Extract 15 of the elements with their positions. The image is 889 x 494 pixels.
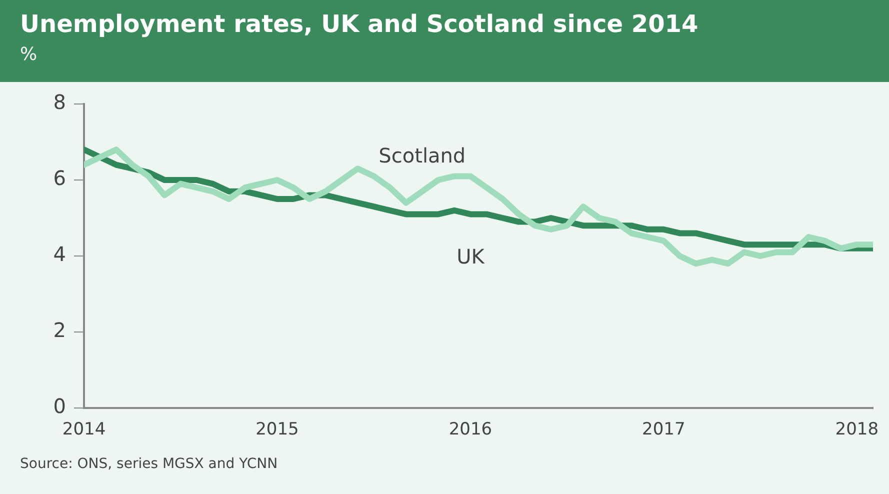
series-label: UK [456,244,486,268]
y-tick-label: 2 [53,318,66,342]
y-tick-label: 8 [53,90,66,114]
x-tick-label: 2017 [642,420,686,440]
x-tick-label: 2014 [62,420,106,440]
chart-title: Unemployment rates, UK and Scotland since 2014 [20,9,700,38]
y-tick-label: 6 [53,166,66,190]
series-label: Scotland [378,144,466,168]
x-tick-label: 2015 [256,420,299,440]
y-tick-label: 4 [53,242,66,266]
x-tick-label: 2018 [835,420,879,440]
y-tick-label: 0 [53,394,66,418]
x-tick-label: 2016 [448,420,492,440]
y-axis-title: % [20,44,38,65]
source-note: Source: ONS, series MGSX and YCNN [20,456,279,472]
